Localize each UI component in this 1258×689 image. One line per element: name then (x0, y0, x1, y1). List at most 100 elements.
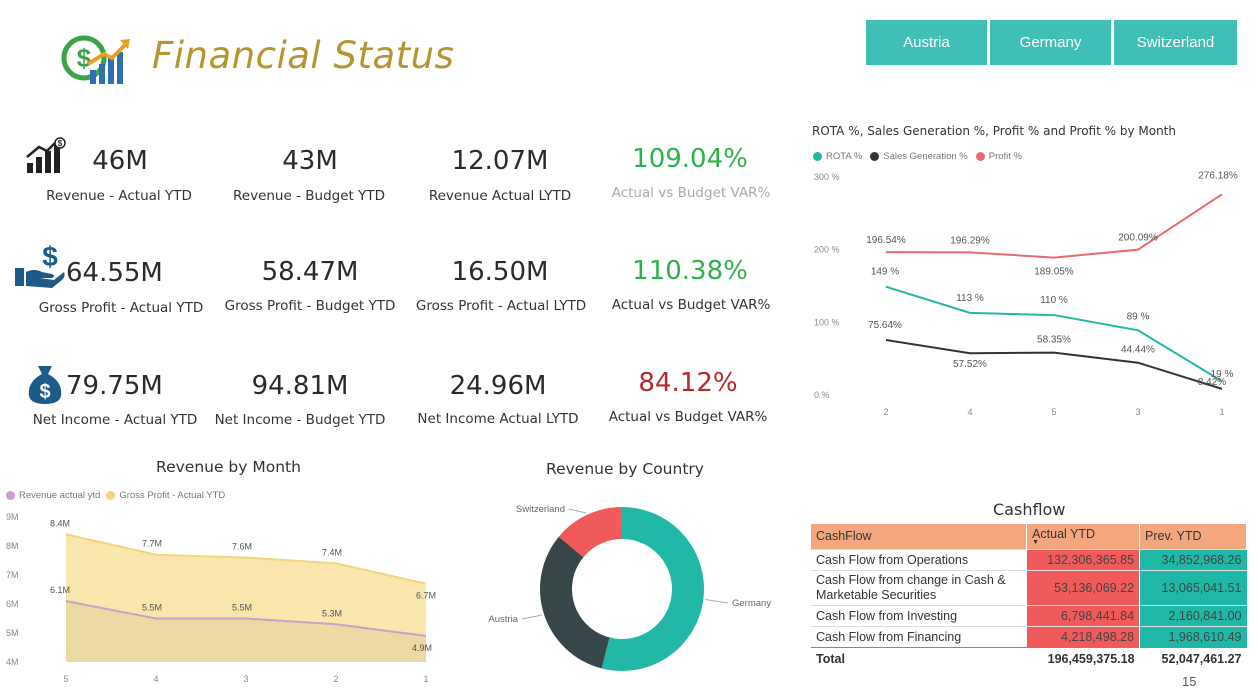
data-label: 200.09% (1118, 233, 1158, 244)
data-label: 58.35% (1037, 335, 1071, 346)
x-tick-label: 1 (1219, 407, 1224, 417)
kpi-net-actual-value: 79.75M (66, 371, 163, 401)
x-tick-label: 1 (423, 674, 428, 684)
total-label: Total (811, 646, 1027, 671)
legend-gross-actual-swatch (106, 491, 116, 500)
data-label: 7.4M (322, 547, 342, 557)
data-label: 8.4M (50, 518, 70, 528)
kpi-revenue-lytd-value: 12.07M (451, 146, 549, 176)
prev-ytd-cell: 34,852,968.26 (1139, 548, 1247, 570)
actual-ytd-cell: 132,306,365.85 (1026, 548, 1140, 570)
data-label: 276.18% (1198, 170, 1238, 181)
y-tick-label: 7M (6, 570, 19, 580)
financial-logo-icon: $ (61, 35, 130, 84)
revenue-month-area-chart: 4M 5M 6M 7M 8M 9M 5 4 3 2 1 8.4M 7.7M 7.6M 7.4M 6.7M 6.1… (6, 512, 436, 684)
y-tick-label: 4M (6, 657, 19, 667)
legend-gross-actual-label: Gross Profit - Actual YTD (119, 490, 226, 501)
data-label: 4.9M (412, 643, 432, 653)
series-line-2 (885, 193, 1223, 259)
rota-chart-legend: ROTA % Sales Generation % Profit % (813, 151, 1022, 162)
filter-austria-button[interactable]: Austria (866, 20, 987, 65)
row-label: Cash Flow from Financing (811, 625, 1027, 647)
prev-ytd-cell: 13,065,041.51 (1139, 569, 1247, 605)
kpi-gross-var-label: Actual vs Budget VAR% (611, 297, 771, 313)
kpi-gross-actual-label: Gross Profit - Actual YTD (38, 300, 204, 316)
data-label: 5.5M (232, 603, 252, 613)
leader-line (521, 614, 543, 620)
kpi-net-var-label: Actual vs Budget VAR% (608, 409, 768, 425)
kpi-net-budget-value: 94.81M (251, 371, 349, 401)
kpi-gross-lytd-value: 16.50M (451, 257, 549, 287)
leader-line (568, 508, 587, 514)
sort-desc-icon: ▼ (1032, 539, 1040, 547)
filter-germany-button[interactable]: Germany (990, 20, 1111, 65)
table-row[interactable]: Cash Flow from change in Cash & Marketab… (811, 569, 1247, 605)
series-line-1 (885, 339, 1223, 390)
data-label: 5.3M (322, 608, 342, 618)
data-label: 89 % (1127, 311, 1150, 322)
kpi-gross-budget-value: 58.47M (261, 257, 359, 287)
hand-money-icon: $ (15, 241, 65, 288)
filter-switzerland-button[interactable]: Switzerland (1114, 20, 1237, 65)
page-title: Financial Status (152, 34, 455, 77)
kpi-revenue-lytd-label: Revenue Actual LYTD (428, 188, 572, 204)
legend-profit-label: Profit % (988, 151, 1023, 162)
data-label: 6.1M (50, 585, 70, 595)
revenue-country-title: Revenue by Country (546, 460, 704, 478)
page-number: 15 (1182, 674, 1197, 689)
actual-ytd-col-header[interactable]: Actual YTD ▼ (1026, 524, 1141, 549)
kpi-revenue-budget-label: Revenue - Budget YTD (233, 188, 385, 204)
donut-slice-germany (601, 507, 705, 671)
data-label: 44.44% (1121, 345, 1155, 356)
prev-ytd-cell: 1,968,610.49 (1139, 625, 1247, 647)
kpi-revenue-actual-value: 46M (92, 146, 148, 176)
kpi-revenue-var-value: 109.04% (632, 144, 748, 174)
x-tick-label: 5 (63, 674, 68, 684)
actual-ytd-cell: 4,218,498.28 (1026, 625, 1140, 647)
data-label: 189.05% (1034, 267, 1074, 278)
legend-rev-actual-swatch (6, 491, 15, 500)
cashflow-col-header[interactable]: CashFlow (811, 524, 1028, 549)
total-actual-ytd: 196,459,375.18 (1026, 646, 1140, 671)
kpi-gross-actual-value: 64.55M (66, 258, 163, 288)
x-tick-label: 5 (1051, 407, 1056, 417)
rota-chart-title: ROTA %, Sales Generation %, Profit % and… (812, 124, 1176, 138)
y-tick-label: 100 % (814, 317, 840, 327)
slice-label: Austria (488, 614, 518, 625)
actual-ytd-cell: 6,798,441.84 (1026, 604, 1140, 626)
data-label: 7.7M (142, 539, 162, 549)
svg-text:$: $ (39, 381, 50, 403)
y-tick-label: 300 % (814, 172, 840, 182)
revenue-actual-line (65, 600, 427, 637)
y-tick-label: 9M (6, 512, 19, 522)
legend-rota-label: ROTA % (826, 151, 863, 162)
y-tick-label: 5M (6, 628, 19, 638)
table-row[interactable]: Cash Flow from Financing 4,218,498.28 1,… (811, 625, 1247, 647)
donut-slice-austria (540, 536, 610, 669)
table-row[interactable]: Cash Flow from Investing 6,798,441.84 2,… (811, 604, 1247, 626)
kpi-net-var-value: 84.12% (638, 368, 738, 398)
cashflow-title: Cashflow (993, 500, 1066, 519)
kpi-net-lytd-label: Net Income Actual LYTD (417, 411, 579, 427)
y-tick-label: 200 % (814, 245, 840, 255)
kpi-net-lytd-value: 24.96M (449, 371, 547, 401)
kpi-gross-budget-label: Gross Profit - Budget YTD (224, 298, 396, 314)
row-label: Cash Flow from Investing (811, 604, 1027, 626)
revenue-actual-area (66, 601, 426, 662)
row-label: Cash Flow from change in Cash & Marketab… (811, 569, 1027, 605)
data-label: 19 % (1211, 369, 1234, 380)
prev-ytd-col-header[interactable]: Prev. YTD (1139, 524, 1247, 549)
total-prev-ytd: 52,047,461.27 (1139, 646, 1247, 671)
actual-ytd-cell: 53,136,069.22 (1026, 569, 1140, 605)
svg-text:$: $ (77, 43, 92, 73)
rota-line-chart: 0 % 100 % 200 % 300 % 2 4 5 3 1 149 % 113 % 110 % 89… (814, 170, 1238, 417)
svg-text:$: $ (58, 139, 63, 148)
kpi-gross-var-value: 110.38% (632, 256, 748, 286)
kpi-revenue-actual-label: Revenue - Actual YTD (46, 188, 192, 204)
data-label: 57.52% (953, 359, 987, 370)
slice-label: Germany (732, 598, 771, 609)
y-tick-label: 6M (6, 599, 19, 609)
table-row[interactable]: Cash Flow from Operations 132,306,365.85… (811, 548, 1247, 570)
kpi-net-budget-label: Net Income - Budget YTD (214, 412, 386, 428)
legend-sales-label: Sales Generation % (883, 151, 968, 162)
